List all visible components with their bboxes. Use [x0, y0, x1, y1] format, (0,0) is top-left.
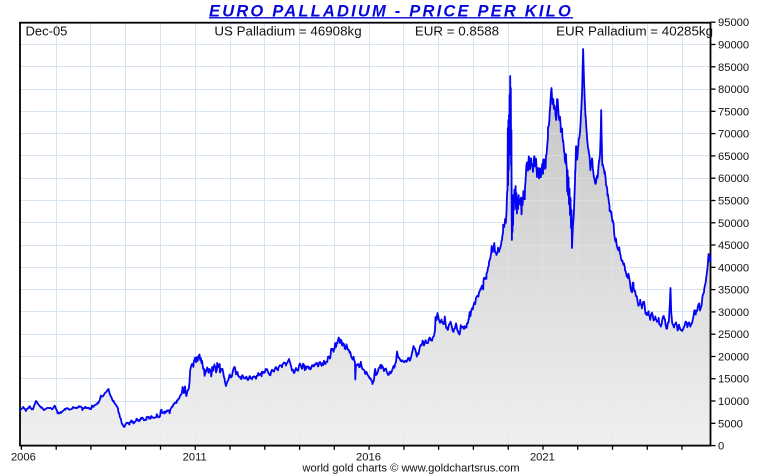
svg-text:85000: 85000 — [718, 62, 749, 74]
svg-text:Dec-05: Dec-05 — [26, 24, 68, 39]
svg-text:US Palladium = 46908kg: US Palladium = 46908kg — [214, 24, 361, 39]
svg-text:90000: 90000 — [718, 40, 749, 52]
svg-text:EURO PALLADIUM - PRICE PER KIL: EURO PALLADIUM - PRICE PER KILO — [209, 3, 573, 21]
svg-text:20000: 20000 — [718, 352, 749, 364]
svg-text:30000: 30000 — [718, 307, 749, 319]
svg-text:EUR Palladium = 40285kg: EUR Palladium = 40285kg — [556, 24, 713, 39]
svg-text:10000: 10000 — [718, 396, 749, 408]
svg-text:55000: 55000 — [718, 196, 749, 208]
svg-text:2006: 2006 — [11, 452, 36, 464]
svg-text:25000: 25000 — [718, 329, 749, 341]
svg-text:EUR = 0.8588: EUR = 0.8588 — [415, 24, 499, 39]
svg-text:45000: 45000 — [718, 240, 749, 252]
svg-text:2016: 2016 — [356, 452, 381, 464]
svg-text:65000: 65000 — [718, 151, 749, 163]
svg-text:60000: 60000 — [718, 173, 749, 185]
svg-text:40000: 40000 — [718, 262, 749, 274]
svg-text:95000: 95000 — [718, 17, 749, 29]
svg-text:50000: 50000 — [718, 218, 749, 230]
svg-text:75000: 75000 — [718, 106, 749, 118]
svg-text:5000: 5000 — [718, 418, 743, 430]
svg-text:70000: 70000 — [718, 129, 749, 141]
svg-text:15000: 15000 — [718, 374, 749, 386]
svg-text:0: 0 — [718, 441, 724, 453]
svg-text:35000: 35000 — [718, 285, 749, 297]
svg-text:2021: 2021 — [530, 452, 555, 464]
svg-text:2011: 2011 — [183, 452, 207, 464]
svg-text:world gold charts © www.goldch: world gold charts © www.goldchartsrus.co… — [301, 463, 519, 475]
svg-text:80000: 80000 — [718, 84, 749, 96]
